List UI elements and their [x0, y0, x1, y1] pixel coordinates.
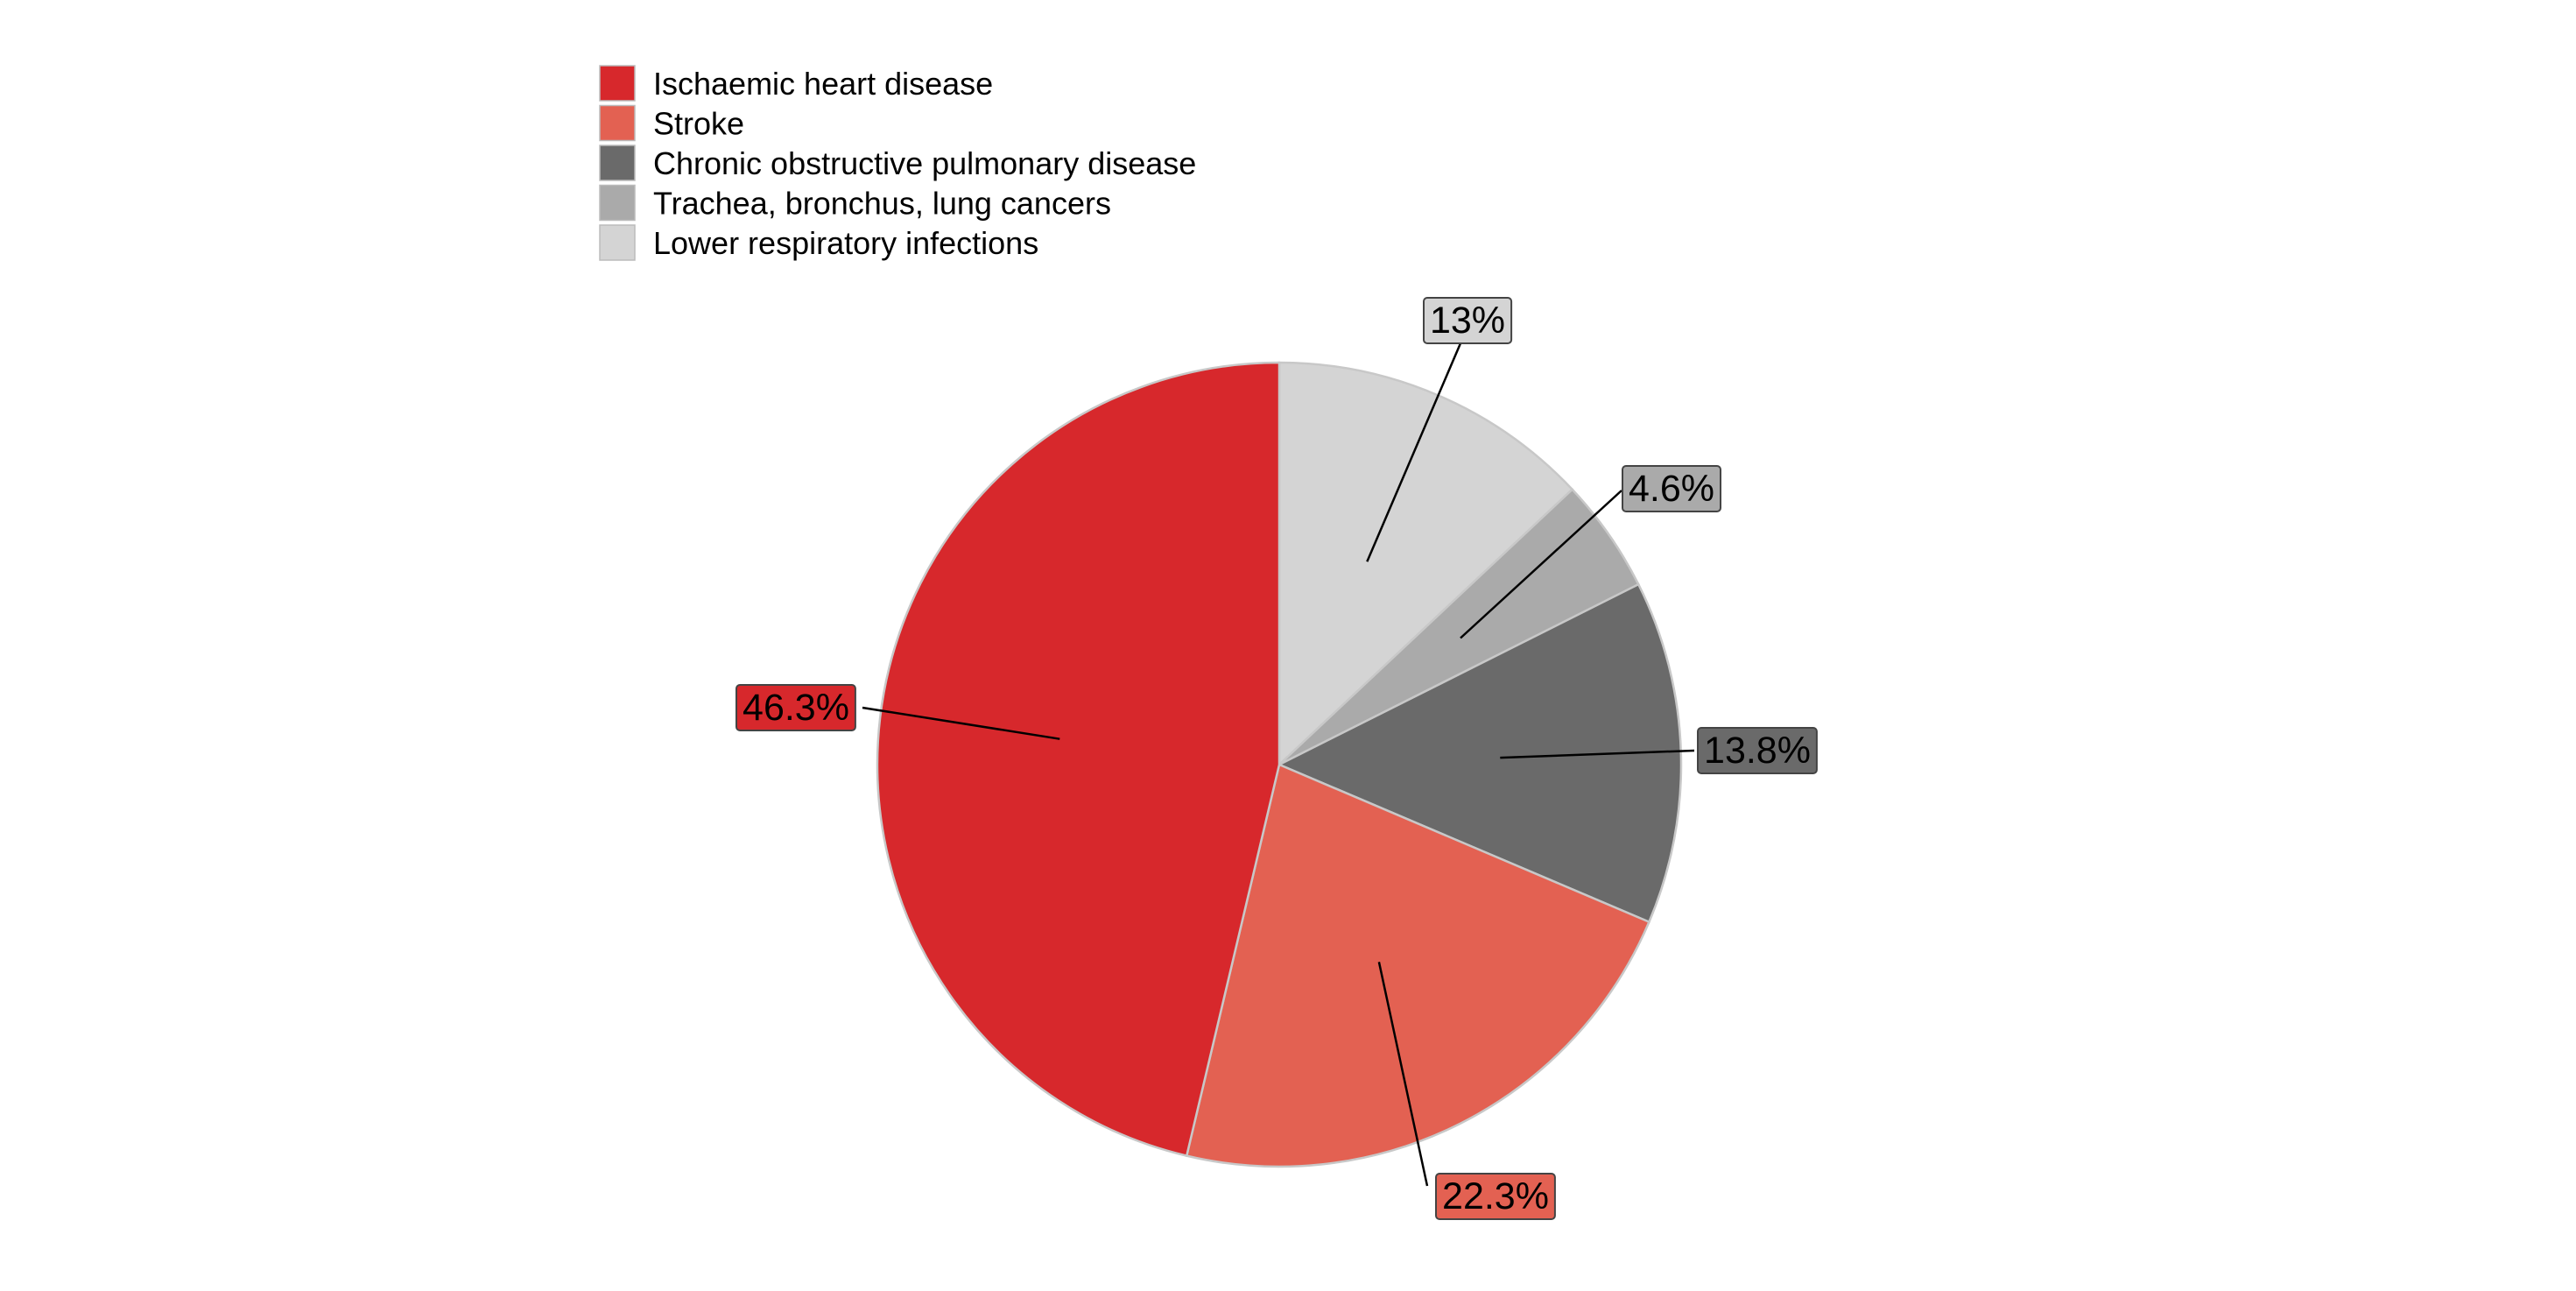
slice-value-label-ischaemic-heart-disease: 46.3% — [743, 687, 849, 729]
legend-swatch-chronic-obstructive-pulmonary-disease — [599, 145, 636, 181]
legend-label-chronic-obstructive-pulmonary-disease: Chronic obstructive pulmonary disease — [653, 145, 1196, 181]
legend-label-stroke: Stroke — [653, 106, 744, 142]
leader-line-stroke — [1377, 962, 1429, 1187]
legend-swatch-ischaemic-heart-disease — [599, 65, 636, 102]
slice-value-label-trachea-bronchus-lung-cancers: 4.6% — [1629, 468, 1714, 510]
pie-slice-ischaemic-heart-disease — [876, 361, 1281, 1158]
slice-value-label-chronic-obstructive-pulmonary-disease: 13.8% — [1704, 730, 1811, 772]
pie-slices — [876, 361, 1683, 1168]
pie-slice-stroke — [1185, 763, 1651, 1168]
leader-line-ischaemic-heart-disease — [862, 706, 1060, 740]
legend-label-lower-respiratory-infections: Lower respiratory infections — [653, 225, 1038, 261]
slice-value-label-lower-respiratory-infections: 13% — [1430, 300, 1505, 342]
slice-label-box-lower-respiratory-infections — [1423, 297, 1513, 344]
legend-label-trachea-bronchus-lung-cancers: Trachea, bronchus, lung cancers — [653, 186, 1111, 222]
legend-label-ischaemic-heart-disease: Ischaemic heart disease — [653, 66, 993, 102]
leader-line-chronic-obstructive-pulmonary-disease — [1500, 749, 1695, 759]
slice-label-box-ischaemic-heart-disease — [735, 684, 856, 731]
slice-label-box-chronic-obstructive-pulmonary-disease — [1697, 727, 1818, 774]
slice-value-label-stroke: 22.3% — [1442, 1175, 1549, 1217]
slice-label-box-stroke — [1435, 1173, 1556, 1220]
slice-labels: 46.3% 22.3% 13.8% 4.6% 13% — [735, 297, 1818, 1220]
legend-swatch-lower-respiratory-infections — [599, 224, 636, 261]
slice-label-box-trachea-bronchus-lung-cancers — [1622, 465, 1721, 512]
leader-line-trachea-bronchus-lung-cancers — [1460, 490, 1622, 639]
legend-swatch-stroke — [599, 104, 636, 142]
legend-swatch-trachea-bronchus-lung-cancers — [599, 184, 636, 222]
leader-line-lower-respiratory-infections — [1366, 342, 1462, 562]
